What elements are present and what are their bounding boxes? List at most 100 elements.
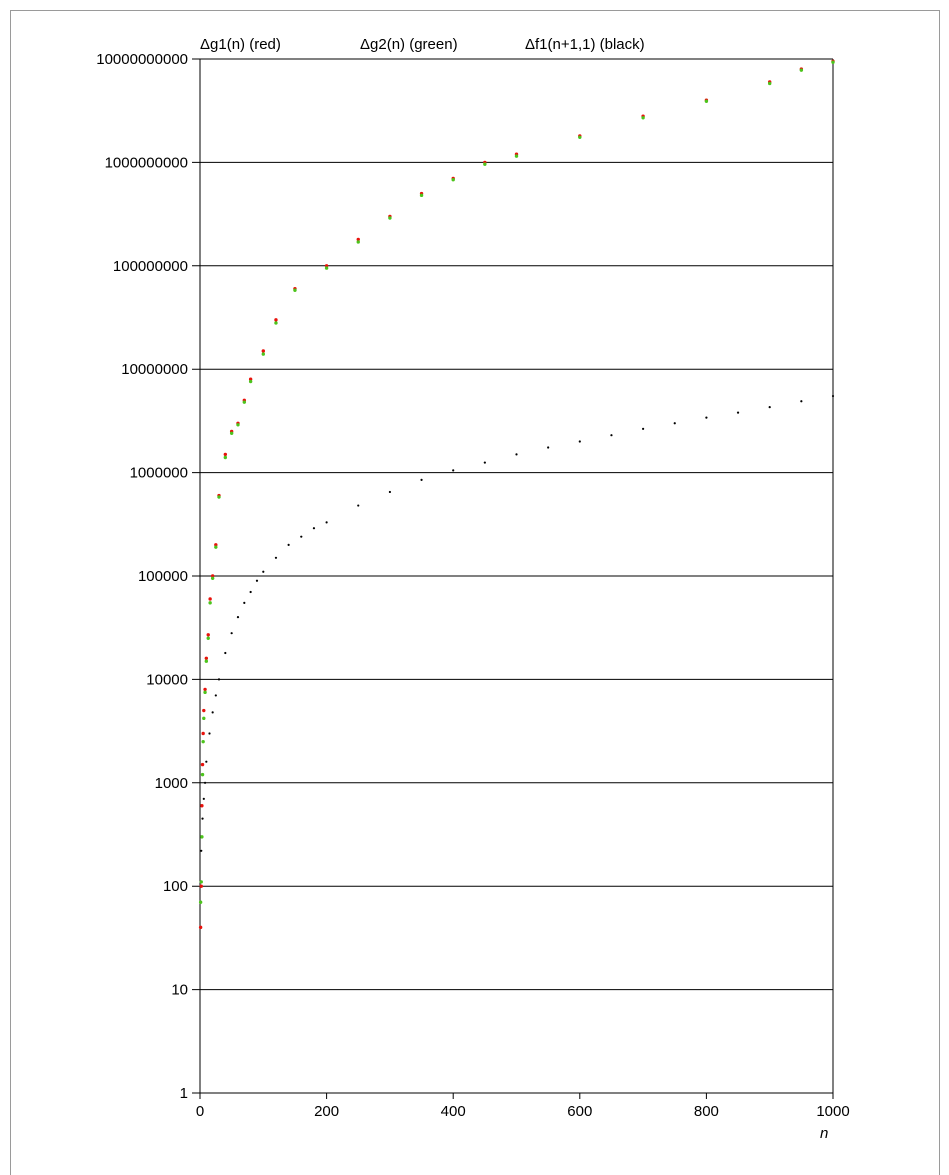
- data-point: [356, 237, 360, 242]
- data-point: [208, 732, 211, 735]
- data-point: [199, 884, 203, 888]
- legend-black-label: Δf1(n+1,1) (black): [525, 36, 645, 53]
- data-point: [356, 240, 360, 244]
- data-point: [274, 321, 278, 325]
- data-point: [357, 504, 360, 507]
- grid-lines: [192, 58, 834, 1099]
- data-point: [420, 478, 423, 481]
- data-point: [287, 543, 290, 546]
- data-point: [705, 416, 708, 419]
- data-point: [249, 590, 252, 594]
- data-point: [208, 601, 212, 605]
- data-point: [673, 422, 676, 425]
- y-tick-label: 10000: [146, 671, 188, 688]
- data-point: [242, 400, 247, 404]
- data-point: [211, 711, 214, 714]
- data-point: [768, 405, 771, 409]
- data-point: [262, 570, 265, 573]
- data-point: [243, 601, 246, 604]
- data-point: [642, 427, 645, 430]
- data-point: [452, 469, 455, 472]
- series-red: [198, 59, 835, 930]
- data-point: [800, 400, 803, 403]
- data-point: [217, 495, 221, 499]
- data-points: [198, 59, 835, 930]
- data-point: [578, 135, 582, 139]
- y-tick-label: 10: [171, 982, 188, 999]
- data-point: [198, 925, 203, 930]
- data-point: [236, 423, 240, 427]
- data-point: [704, 99, 709, 103]
- data-point: [201, 739, 205, 744]
- data-point: [214, 545, 218, 549]
- data-point: [199, 880, 203, 884]
- data-point: [206, 636, 210, 640]
- data-point: [255, 579, 259, 582]
- x-tick-label: 1000: [816, 1103, 849, 1120]
- y-tick-label: 100000: [138, 568, 188, 585]
- data-point: [201, 817, 204, 820]
- y-tick-label: 100000000: [113, 258, 188, 275]
- data-point: [217, 678, 221, 681]
- data-point: [200, 762, 205, 767]
- data-point: [202, 708, 206, 713]
- legend-green-label: Δg2(n) (green): [360, 36, 458, 53]
- data-point: [274, 318, 278, 322]
- legend-red: Δg1(n) (red): [200, 36, 281, 53]
- data-point: [578, 440, 581, 443]
- data-point: [204, 656, 209, 660]
- data-point: [388, 490, 391, 494]
- data-point: [451, 178, 455, 182]
- data-point: [483, 162, 487, 166]
- y-tick-label: 1: [180, 1085, 188, 1102]
- data-point: [419, 193, 424, 198]
- data-point: [202, 716, 206, 721]
- data-point: [203, 690, 207, 695]
- data-point: [200, 835, 204, 839]
- data-point: [210, 576, 215, 581]
- data-point: [831, 60, 835, 64]
- data-point: [200, 804, 204, 808]
- data-point: [483, 461, 486, 464]
- y-tick-label: 1000: [155, 775, 188, 792]
- legend-red-label: Δg1(n) (red): [200, 36, 281, 53]
- data-point: [274, 556, 278, 559]
- data-point: [515, 453, 518, 456]
- data-point: [324, 266, 329, 270]
- data-point: [205, 760, 208, 763]
- data-point: [300, 535, 303, 538]
- y-tick-labels: 1 10 100 1000 10000 100000 1000000 10000000 1000…: [96, 51, 188, 1102]
- data-point: [325, 521, 328, 524]
- y-tick-label: 1000000000: [105, 154, 188, 171]
- chart-frame: [10, 10, 940, 1175]
- data-point: [236, 616, 240, 619]
- x-tick-label: 800: [694, 1103, 719, 1120]
- data-point: [208, 597, 212, 601]
- data-point: [203, 687, 207, 692]
- data-point: [223, 455, 228, 460]
- data-point: [799, 68, 804, 72]
- data-point: [224, 651, 227, 655]
- x-tick-label: 600: [567, 1103, 592, 1120]
- x-tick-label: 200: [314, 1103, 339, 1120]
- series-green: [198, 60, 835, 904]
- data-point: [202, 797, 205, 800]
- data-point: [312, 527, 316, 530]
- data-point: [201, 731, 205, 736]
- data-point: [261, 349, 265, 353]
- series-black: [198, 394, 835, 929]
- data-point: [641, 116, 645, 120]
- data-point: [204, 659, 209, 663]
- y-tick-label: 100: [163, 878, 188, 895]
- y-tick-label: 10000000: [121, 361, 188, 378]
- y-tick-label: 10000000000: [96, 51, 188, 68]
- x-tick-label: 0: [196, 1103, 204, 1120]
- x-tick-label: 400: [441, 1103, 466, 1120]
- data-point: [198, 900, 203, 904]
- data-point: [214, 694, 217, 697]
- data-point: [388, 216, 392, 220]
- legend-green: Δg2(n) (green): [360, 36, 458, 53]
- data-point: [229, 431, 234, 435]
- x-tick-labels: 0 200 400 600 800 1000: [196, 1103, 850, 1120]
